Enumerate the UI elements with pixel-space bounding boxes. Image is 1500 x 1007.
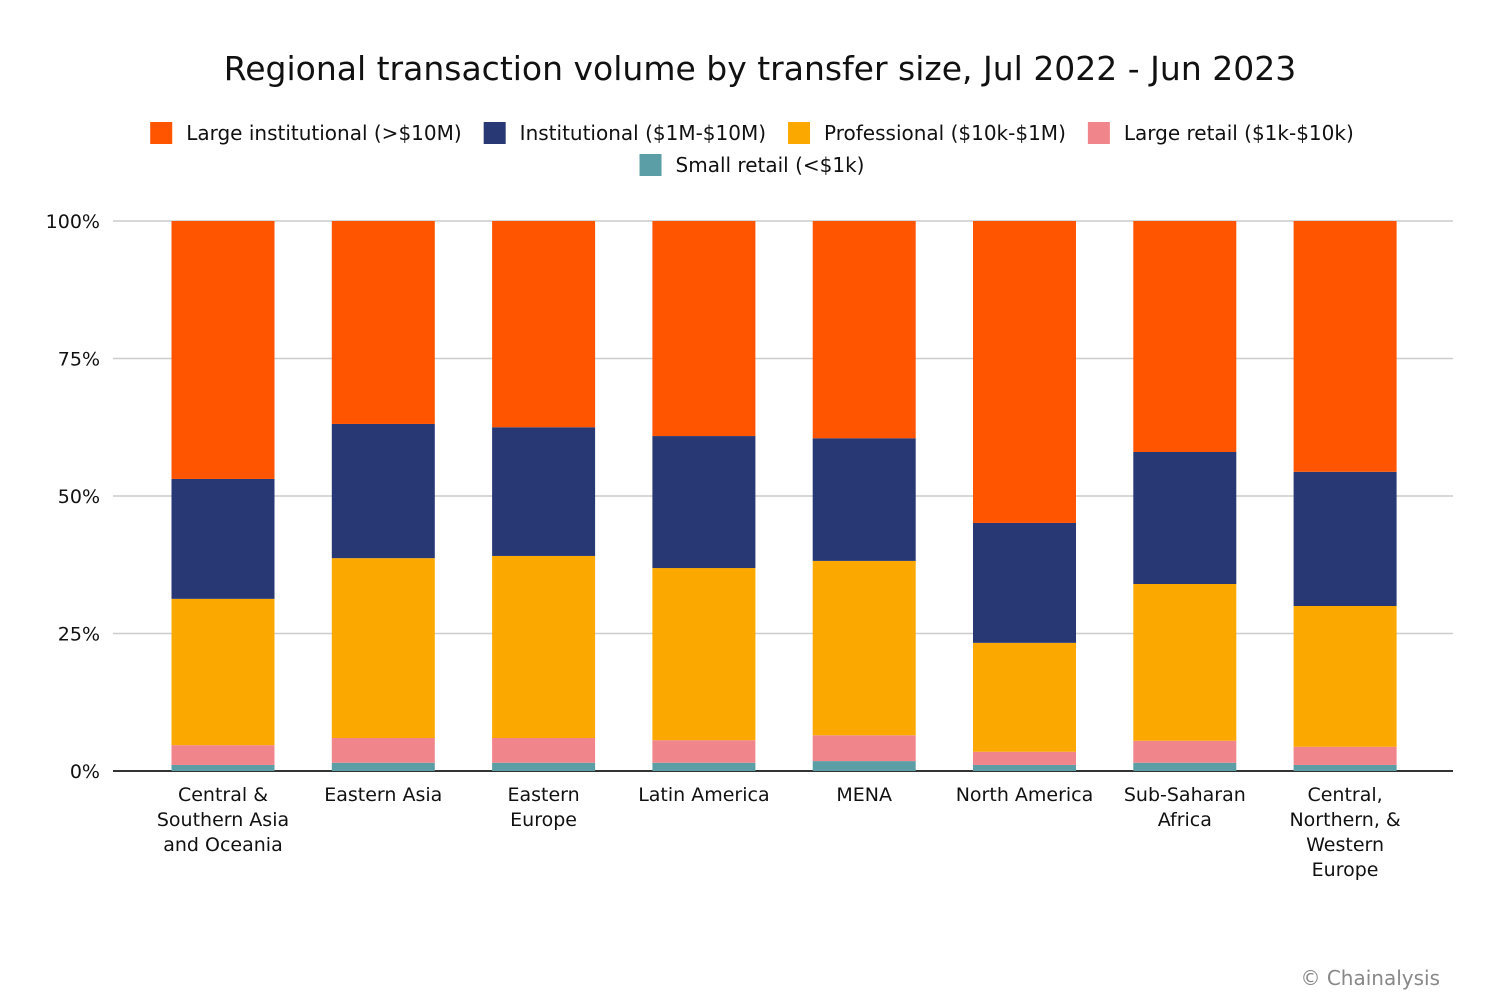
bar-segment [652, 436, 756, 569]
x-tick-label: Northern, & [1289, 809, 1400, 831]
legend-item: Small retail (<$1k) [639, 153, 865, 177]
x-tick-label: Europe [1312, 859, 1379, 881]
credit: © Chainalysis [1300, 966, 1440, 990]
legend: Large institutional (>$10M) Institutional… [150, 121, 1354, 177]
bar-group [652, 221, 756, 771]
bar-group [1293, 221, 1397, 771]
bar-segment [812, 438, 916, 561]
x-tick-label: Eastern Asia [324, 784, 442, 806]
bar-segment [331, 221, 435, 424]
y-tick-label: 0% [70, 761, 100, 783]
bar-segment [1293, 764, 1397, 771]
bar-segment [652, 762, 756, 771]
bar-segment [1293, 746, 1397, 765]
x-tick-label: Latin America [638, 784, 769, 806]
bar-segment [492, 555, 596, 738]
bar-segment [1293, 221, 1397, 472]
x-tick-label: and Oceania [163, 834, 282, 856]
bar-group [331, 221, 435, 771]
x-tick-label: North America [956, 784, 1094, 806]
legend-item: Large institutional (>$10M) [150, 121, 462, 145]
bar-segment [1133, 762, 1237, 771]
bar-segment [1133, 452, 1237, 584]
legend-label: Institutional ($1M-$10M) [520, 121, 766, 145]
legend-label: Professional ($10k-$1M) [824, 121, 1066, 145]
chart-title: Regional transaction volume by transfer … [224, 49, 1296, 88]
bar-segment [1133, 740, 1237, 763]
x-tick-label: Southern Asia [157, 809, 289, 831]
bar-segment [652, 740, 756, 763]
y-tick-label: 50% [58, 486, 100, 508]
bar-segment [1293, 471, 1397, 606]
bar-segment [171, 745, 275, 765]
x-tick-label: Sub-Saharan [1124, 784, 1246, 806]
bar-segment [973, 221, 1076, 523]
bar-segment [1293, 606, 1397, 747]
bar-group [1133, 221, 1237, 771]
bar-segment [171, 221, 275, 479]
bar-segment [331, 423, 435, 559]
legend-item: Professional ($10k-$1M) [788, 121, 1066, 145]
x-axis-labels: Central & Southern Asia and Oceania Eastern… [157, 784, 1401, 881]
legend-swatch [788, 122, 811, 144]
bar-segment [812, 761, 916, 771]
x-tick-label: Eastern [507, 784, 579, 806]
bar-segment [652, 568, 756, 741]
bar-segment [652, 221, 756, 437]
legend-label: Large retail ($1k-$10k) [1124, 121, 1354, 145]
bar-segment [973, 642, 1076, 752]
bar-segment [171, 764, 275, 771]
legend-swatch [483, 122, 506, 144]
bar-segment [492, 427, 596, 556]
bar-segment [973, 751, 1076, 765]
legend-label: Large institutional (>$10M) [186, 121, 461, 145]
bar-segment [973, 764, 1076, 771]
bar-segment [171, 598, 275, 746]
bar-segment [812, 735, 916, 762]
bar-segment [973, 522, 1076, 643]
bar-segment [331, 738, 435, 763]
y-tick-label: 100% [46, 211, 100, 233]
x-tick-label: Western [1306, 834, 1384, 856]
y-tick-label: 25% [58, 624, 100, 646]
legend-swatch [150, 122, 173, 144]
x-tick-label: MENA [836, 784, 892, 806]
legend-item: Institutional ($1M-$10M) [483, 121, 766, 145]
bar-segment [331, 762, 435, 771]
bar-segment [171, 478, 275, 599]
bar-group [492, 221, 596, 771]
legend-swatch [639, 154, 662, 176]
x-tick-label: Europe [510, 809, 577, 831]
bar-segment [812, 221, 916, 439]
bar-segment [1133, 584, 1237, 741]
bar-segment [331, 558, 435, 738]
legend-swatch [1087, 122, 1110, 144]
y-tick-label: 75% [58, 349, 100, 371]
bar-segment [1133, 221, 1237, 452]
bar-group [973, 221, 1076, 771]
legend-item: Large retail ($1k-$10k) [1087, 121, 1354, 145]
bar-group [171, 221, 275, 771]
bar-segment [492, 221, 596, 428]
x-tick-label: Central, [1307, 784, 1382, 806]
bar-segment [492, 762, 596, 771]
bars [171, 221, 1397, 771]
legend-label: Small retail (<$1k) [676, 153, 865, 177]
x-tick-label: Africa [1158, 809, 1212, 831]
bar-segment [492, 738, 596, 763]
x-tick-label: Central & [178, 784, 268, 806]
bar-group [812, 221, 916, 771]
bar-segment [812, 560, 916, 736]
